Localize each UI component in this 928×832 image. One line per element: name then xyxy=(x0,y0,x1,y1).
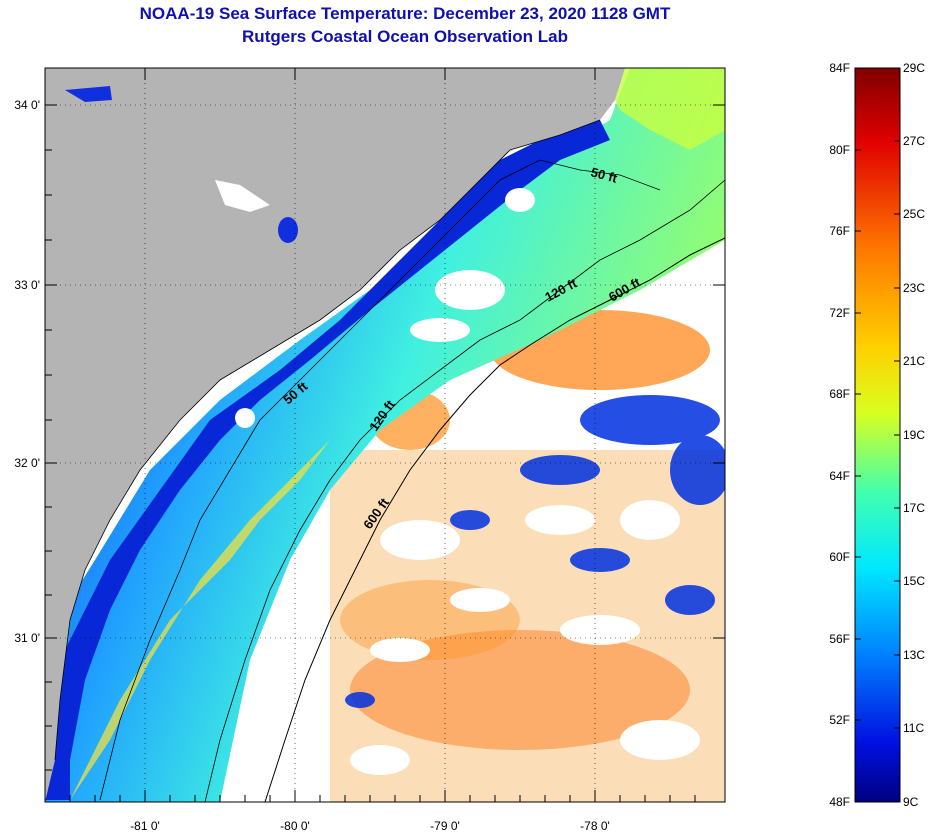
contour-600ft xyxy=(264,237,725,802)
cloud-gaps xyxy=(235,188,700,775)
shelf-water-band xyxy=(45,68,725,802)
contour-120ft xyxy=(204,179,725,802)
colorbar-c-label: 17C xyxy=(903,501,925,515)
temperature-colorbar xyxy=(854,67,901,803)
colorbar-c-label: 13C xyxy=(903,648,925,662)
colorbar-f-label: 60F xyxy=(829,550,850,564)
colorbar-f-label: 76F xyxy=(829,224,850,238)
colorbar-c-label: 21C xyxy=(903,354,925,368)
contour-50ft xyxy=(99,159,661,801)
colorbar-c-label: 29C xyxy=(903,61,925,75)
colorbar-c-label: 23C xyxy=(903,281,925,295)
colorbar-f-label: 64F xyxy=(829,469,850,483)
colorbar-c-label: 11C xyxy=(903,721,924,735)
colorbar-c-label: 15C xyxy=(903,574,925,588)
inland-lake xyxy=(65,86,112,102)
colorbar-c-label: 27C xyxy=(903,134,925,148)
lat-tick-label: 33 0' xyxy=(14,278,40,292)
lon-tick-label: -81 0' xyxy=(130,819,160,832)
colorbar-ticks xyxy=(855,140,900,729)
colorbar-f-label: 56F xyxy=(829,632,850,646)
sst-image-area xyxy=(45,68,725,802)
inland-lake xyxy=(215,180,270,212)
lon-tick-label: -79 0' xyxy=(430,819,460,832)
lon-tick-label: -80 0' xyxy=(280,819,310,832)
lat-tick-label: 32 0' xyxy=(14,456,40,470)
colorbar-f-label: 52F xyxy=(829,713,850,727)
colorbar-c-label: 25C xyxy=(903,207,925,221)
land-mass xyxy=(45,68,600,802)
graticule xyxy=(45,68,725,802)
colorbar-f-label: 68F xyxy=(829,387,850,401)
colorbar-f-label: 80F xyxy=(829,143,850,157)
colorbar-c-label: 19C xyxy=(903,428,925,442)
colorbar-c-label: 9C xyxy=(903,795,919,809)
inland-lake xyxy=(278,217,298,243)
lon-tick-label: -78 0' xyxy=(580,819,610,832)
coastline xyxy=(54,119,601,761)
colorbar-f-label: 72F xyxy=(829,306,850,320)
map-title: NOAA-19 Sea Surface Temperature: Decembe… xyxy=(139,4,671,23)
contour-label-50ft: 50 ft xyxy=(589,164,619,186)
axis-ticks xyxy=(45,68,725,802)
map-frame xyxy=(44,67,726,803)
colorbar-f-label: 48F xyxy=(829,795,850,809)
colorbar-f-label: 84F xyxy=(829,61,850,75)
lat-tick-label: 31 0' xyxy=(14,631,40,645)
map-subtitle: Rutgers Coastal Ocean Observation Lab xyxy=(242,27,568,46)
lat-tick-label: 34 0' xyxy=(14,98,40,112)
